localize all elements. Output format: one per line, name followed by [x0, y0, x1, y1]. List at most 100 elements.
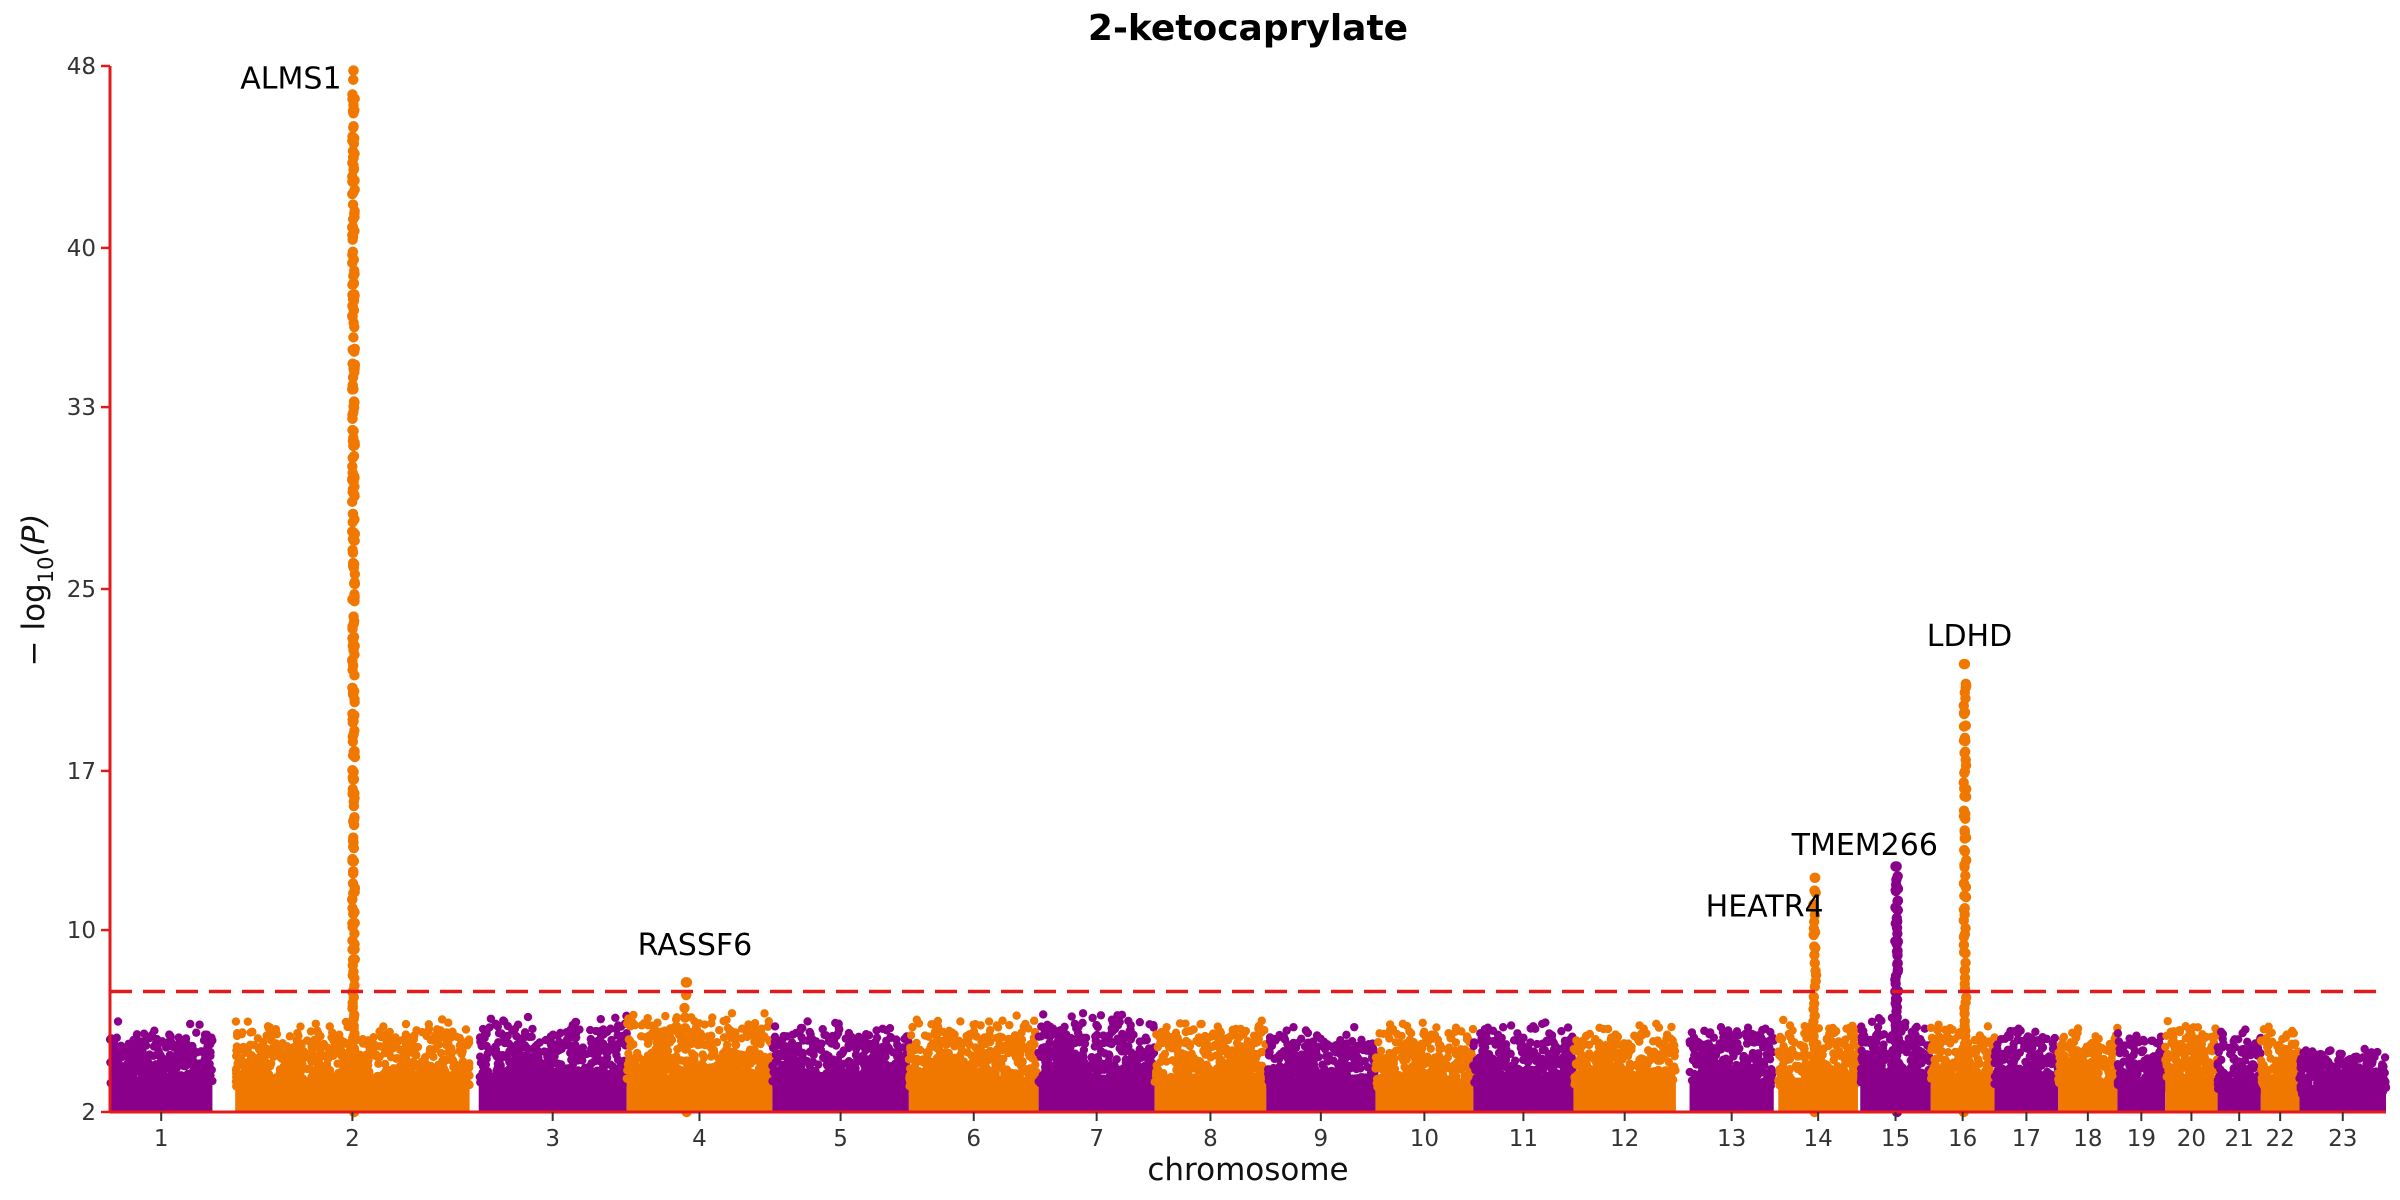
- snp-point: [329, 1042, 339, 1052]
- snp-point: [965, 1030, 974, 1039]
- snp-point: [478, 1024, 488, 1034]
- snp-point: [147, 1030, 157, 1040]
- snp-point: [163, 1082, 172, 1092]
- snp-point: [860, 1043, 869, 1052]
- snp-point: [1024, 1024, 1033, 1033]
- snp-point: [610, 1070, 619, 1079]
- snp-point: [1177, 1078, 1187, 1087]
- snp-point: [1088, 1013, 1097, 1023]
- snp-point: [1268, 1080, 1277, 1090]
- snp-point: [484, 1079, 493, 1088]
- snp-point: [1341, 1083, 1350, 1092]
- snp-point: [823, 1061, 832, 1071]
- snp-point: [1227, 1046, 1237, 1055]
- snp-point: [708, 1013, 717, 1022]
- snp-point: [1601, 1041, 1611, 1050]
- snp-point: [198, 1066, 208, 1076]
- snp-point: [874, 1049, 883, 1058]
- snp-point: [1145, 1055, 1155, 1064]
- snp-point: [395, 1066, 405, 1075]
- snp-point: [1596, 1075, 1606, 1085]
- snp-point: [626, 1042, 635, 1051]
- snp-point: [453, 1078, 462, 1087]
- snp-point: [198, 1048, 207, 1057]
- snp-point: [115, 1053, 124, 1062]
- snp-point: [508, 1064, 518, 1073]
- snp-point: [1029, 1065, 1038, 1075]
- snp-point: [1409, 1083, 1418, 1092]
- snp-point: [541, 1035, 551, 1045]
- snp-point: [1181, 1069, 1190, 1079]
- snp-point: [737, 1050, 746, 1059]
- snp-point: [735, 1079, 744, 1088]
- snp-point: [945, 1081, 954, 1090]
- snp-point: [411, 1059, 420, 1069]
- snp-point: [374, 1059, 383, 1068]
- snp-point: [279, 1074, 289, 1084]
- snp-point: [1590, 1036, 1599, 1046]
- snp-point: [408, 1047, 417, 1057]
- snp-point: [151, 1060, 161, 1069]
- snp-point: [232, 1031, 242, 1041]
- snp-point: [1497, 1033, 1506, 1043]
- snp-point: [1468, 1024, 1478, 1034]
- snp-point: [666, 1024, 675, 1033]
- snp-point: [486, 1014, 496, 1023]
- snp-point: [1039, 1010, 1048, 1019]
- snp-point: [973, 1048, 982, 1057]
- snp-point: [614, 1021, 623, 1030]
- snp-point: [1280, 1035, 1290, 1044]
- snp-point: [1034, 1032, 1044, 1041]
- snp-point: [847, 1077, 856, 1087]
- snp-point: [266, 1046, 275, 1055]
- snp-point: [1162, 1077, 1171, 1087]
- snp-point: [1511, 1078, 1520, 1088]
- snp-point: [384, 1071, 393, 1081]
- snp-point: [313, 1068, 323, 1077]
- snp-point: [785, 1068, 794, 1077]
- snp-point: [643, 1013, 652, 1023]
- snp-point: [1637, 1031, 1647, 1040]
- snp-point: [1113, 1021, 1123, 1030]
- snp-point: [1652, 1019, 1661, 1028]
- snp-point: [1475, 1056, 1484, 1066]
- snp-point: [546, 1047, 555, 1056]
- snp-point: [1049, 1071, 1058, 1080]
- chromosome-8-points: [1150, 1016, 1271, 1112]
- snp-point: [457, 1043, 466, 1052]
- snp-point: [805, 1061, 814, 1071]
- snp-point: [915, 1073, 924, 1082]
- snp-point: [207, 1065, 216, 1075]
- snp-point: [1199, 1046, 1208, 1056]
- snp-point: [590, 1057, 599, 1066]
- snp-point: [956, 1017, 965, 1026]
- snp-point: [132, 1061, 141, 1071]
- snp-point: [822, 1069, 831, 1078]
- snp-point: [1421, 1033, 1431, 1043]
- snp-point: [728, 1076, 737, 1086]
- snp-point: [1126, 1069, 1135, 1078]
- snp-point: [566, 1025, 575, 1034]
- snp-point: [1388, 1055, 1397, 1064]
- snp-point: [527, 1032, 536, 1041]
- chromosome-3-points: [475, 1011, 631, 1112]
- snp-point: [1152, 1061, 1161, 1070]
- snp-point: [399, 1044, 409, 1054]
- snp-point: [444, 1018, 453, 1027]
- snp-point: [1005, 1079, 1014, 1089]
- snp-point: [1168, 1056, 1177, 1065]
- snp-point: [276, 1053, 285, 1062]
- snp-point: [984, 1017, 994, 1026]
- snp-point: [375, 1075, 384, 1085]
- snp-point: [147, 1072, 156, 1081]
- snp-point: [411, 1071, 421, 1081]
- snp-point: [1110, 1061, 1119, 1070]
- snp-point: [442, 1056, 451, 1065]
- snp-point: [368, 1044, 377, 1054]
- snp-point: [751, 1052, 760, 1062]
- snp-point: [1426, 1075, 1435, 1085]
- snp-point: [442, 1041, 451, 1050]
- snp-point: [380, 1048, 390, 1058]
- snp-point: [875, 1057, 885, 1067]
